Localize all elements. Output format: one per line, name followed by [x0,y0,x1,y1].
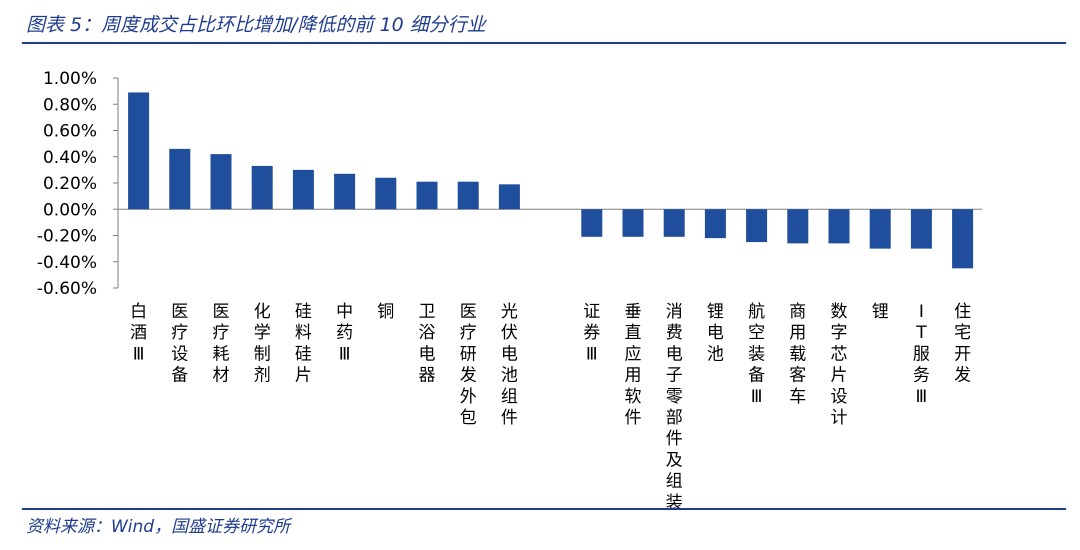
y-tick-label: -0.20% [37,227,97,247]
y-tick-label: -0.60% [37,279,97,299]
y-tick-label: -0.40% [37,253,97,273]
y-tick-label: 0.20% [43,174,97,194]
bar [375,177,397,210]
category-label: 锂电池 [707,302,724,364]
bar [334,173,356,210]
bar [581,209,603,237]
category-label: 数字芯片设计 [831,302,848,428]
category-label: 硅料硅片 [295,302,312,386]
bar [869,209,891,249]
category-label: 垂直应用软件 [625,302,642,428]
bar [787,209,809,244]
category-label: 医疗设备 [171,302,188,386]
category-label: 卫浴电器 [419,302,436,386]
category-label: 白酒 Ⅲ [130,302,147,364]
bar [498,184,520,210]
y-tick-label: 0.00% [43,200,97,220]
bar [251,165,273,210]
y-tick-label: 0.60% [43,122,97,142]
bar [704,209,726,239]
bar [292,169,314,210]
y-tick-label: 0.40% [43,148,97,168]
category-label: 证券 Ⅲ [583,302,600,364]
bar [457,181,479,210]
bar [952,209,974,269]
category-label: 光伏电池组件 [501,302,518,428]
chart-title: 图表 5：周度成交占比环比增加/降低的前 10 细分行业 [26,14,486,36]
category-label: I T 服务 Ⅲ [913,302,930,407]
category-label: 铜 [377,302,394,322]
top-rule [22,42,1066,44]
bar [622,209,644,237]
bar [416,181,438,210]
category-label: 医疗耗材 [213,302,230,386]
bar [910,209,932,249]
category-label: 化学制剂 [254,302,271,386]
bar [828,209,850,244]
category-label: 锂 [872,302,889,322]
y-tick-label: 0.80% [43,95,97,115]
category-label: 商用载客车 [789,302,806,407]
category-label: 住宅开发 [954,302,971,386]
source-note: 资料来源：Wind，国盛证券研究所 [26,517,291,537]
category-label: 医疗研发外包 [460,302,477,428]
y-tick-label: 1.00% [43,69,97,89]
bar [210,154,232,210]
bar [746,209,768,243]
category-label: 中药 Ⅲ [336,302,353,364]
bottom-rule [22,508,1066,510]
bar [128,92,150,210]
category-label: 航空装备 Ⅲ [748,302,765,407]
category-label: 消费电子零部件及组装 [666,302,683,513]
bar [169,148,191,210]
bar [663,209,685,237]
